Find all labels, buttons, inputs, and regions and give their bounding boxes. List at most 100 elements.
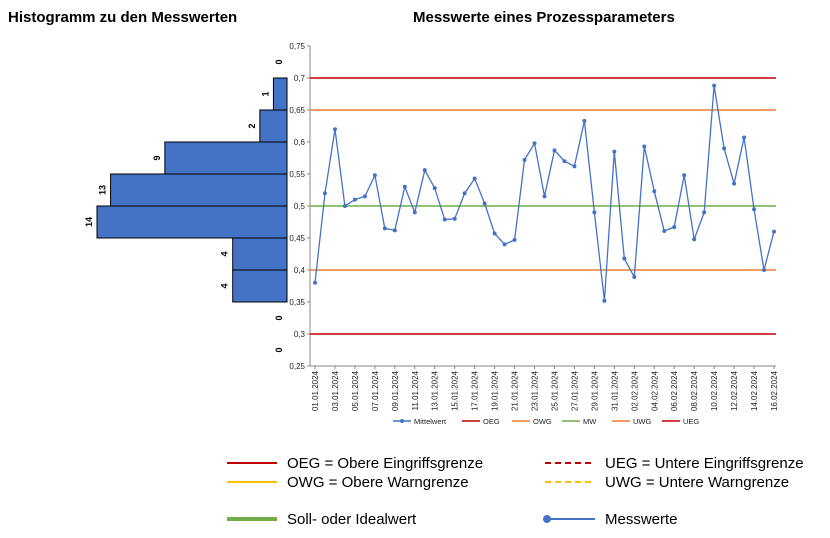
data-point [352,197,357,202]
x-tick-label: 25.01.2024 [550,370,559,411]
x-tick-label: 27.01.2024 [570,370,579,411]
data-point [742,135,747,140]
data-point [432,186,437,191]
y-tick-label: 0,55 [289,170,305,179]
y-tick-label: 0,4 [294,266,306,275]
y-tick-label: 0,5 [294,202,306,211]
legend-label: Soll- oder Idealwert [287,511,417,528]
data-point [652,189,657,194]
legend-label: OEG = Obere Eingriffsgrenze [287,455,483,472]
data-point [762,268,767,272]
x-tick-label: 16.02.2024 [770,370,779,411]
data-point [612,149,617,154]
legend-label: OWG = Obere Warngrenze [287,474,469,491]
histogram-bar [232,269,288,303]
data-point [362,194,367,199]
histogram-count-label: 4 [220,251,230,256]
legend-marker [543,515,551,523]
data-point [532,141,537,146]
x-tick-label: 17.01.2024 [471,370,480,411]
histogram-count-label: 0 [274,347,284,352]
y-tick-label: 0,45 [289,234,305,243]
x-tick-label: 06.02.2024 [670,370,679,411]
data-point [572,164,577,169]
data-point [702,210,707,215]
data-point [313,280,317,285]
x-tick-label: 15.01.2024 [451,370,460,411]
x-tick-label: 19.01.2024 [491,370,500,411]
data-point [372,173,377,178]
histogram-count-label: 14 [84,217,94,227]
histogram-count-label: 4 [220,283,230,288]
y-tick-label: 0,6 [294,138,306,147]
histogram-count-label: 2 [247,123,257,128]
data-point [492,231,497,236]
x-tick-label: 11.01.2024 [411,370,420,410]
histogram-count-label: 13 [98,185,108,195]
x-tick-label: 09.01.2024 [391,370,400,411]
data-point [712,83,717,88]
legend-label: Messwerte [605,511,678,528]
data-point [402,184,407,189]
data-point [622,256,627,261]
data-point [722,146,727,151]
data-point [452,216,457,221]
data-point [342,204,347,208]
legend-small-label: UWG [633,417,651,426]
y-tick-label: 0,75 [289,42,305,51]
x-tick-label: 31.01.2024 [610,370,619,411]
data-point [382,226,387,231]
data-point [462,191,467,196]
data-point [552,148,557,153]
data-point [592,210,597,215]
y-tick-label: 0,65 [289,106,305,115]
histogram-bar [259,109,288,143]
data-point [582,118,587,123]
data-point [642,144,647,149]
data-point [662,228,667,233]
data-point [772,229,776,234]
legend-small-label: MW [583,417,597,426]
data-point [502,242,507,247]
data-point [522,157,527,162]
data-point [542,194,547,199]
x-tick-label: 07.01.2024 [371,370,380,411]
data-point [682,173,687,178]
data-point [472,176,477,181]
data-point [512,237,517,242]
data-point [632,275,637,280]
x-tick-label: 04.02.2024 [650,370,659,411]
x-tick-label: 29.01.2024 [590,370,599,411]
data-point [752,207,757,212]
legend-label: UEG = Untere Eingriffsgrenze [605,455,804,472]
data-point [672,225,677,230]
x-tick-label: 23.01.2024 [531,370,540,411]
y-tick-label: 0,7 [294,74,306,83]
x-tick-label: 13.01.2024 [431,370,440,411]
x-tick-label: 03.01.2024 [331,370,340,411]
x-tick-label: 01.01.2024 [311,370,320,411]
data-point [482,201,487,206]
chart-title: Messwerte eines Prozessparameters [413,9,675,26]
y-tick-label: 0,25 [289,362,305,371]
histogram-bar [110,173,288,207]
x-tick-label: 14.02.2024 [750,370,759,411]
histogram-count-label: 9 [152,155,162,160]
data-point [732,181,737,186]
data-point [442,217,447,222]
histogram-bar [96,205,288,239]
y-tick-label: 0,35 [289,298,305,307]
data-point [422,168,427,173]
histogram-bar [232,237,288,271]
histogram-count-label: 0 [274,315,284,320]
data-point [322,191,327,196]
data-point [562,159,567,164]
data-point [332,127,337,132]
histogram-title: Histogramm zu den Messwerten [8,9,238,26]
legend-label: UWG = Untere Warngrenze [605,474,789,491]
histogram-count-label: 0 [274,59,284,64]
data-point [392,228,397,233]
histogram-bar [272,77,288,111]
histogram-count-label: 1 [260,91,270,96]
x-tick-label: 08.02.2024 [690,370,699,411]
